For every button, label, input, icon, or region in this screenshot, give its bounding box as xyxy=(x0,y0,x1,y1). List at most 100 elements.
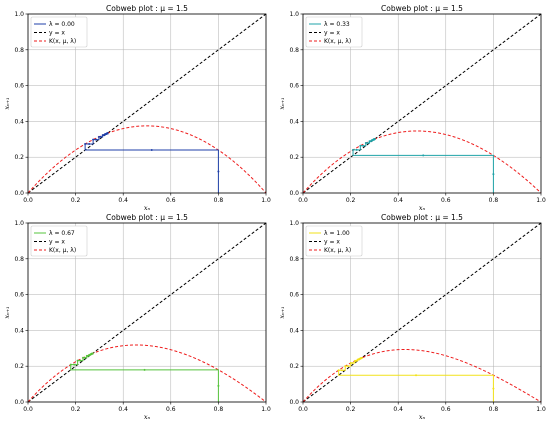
plot-title: Cobweb plot : μ = 1.5 xyxy=(106,213,188,222)
x-tick-label: 0.6 xyxy=(166,406,176,413)
x-tick-label: 0.8 xyxy=(214,406,224,413)
y-axis-label: xₙ₊₁ xyxy=(3,97,11,109)
cobweb-arrow-point xyxy=(92,138,95,141)
legend-label: λ = 1.00 xyxy=(324,230,350,237)
x-tick-label: 0.4 xyxy=(118,406,128,413)
cobweb-arrow-point xyxy=(150,149,153,152)
legend-label: y = x xyxy=(49,239,65,246)
cobweb-arrow-point xyxy=(97,135,100,138)
x-tick-label: 0.2 xyxy=(71,197,81,204)
cobweb-arrow-point xyxy=(337,369,340,372)
plot-title: Cobweb plot : μ = 1.5 xyxy=(381,213,463,222)
x-tick-label: 0.4 xyxy=(393,197,403,204)
x-tick-label: 0.6 xyxy=(166,197,176,204)
legend-label: λ = 0.33 xyxy=(324,21,350,28)
legend-label: K(x, μ, λ) xyxy=(324,38,351,45)
cobweb-arrow-point xyxy=(217,384,220,387)
x-tick-label: 0.6 xyxy=(441,197,451,204)
map-curve xyxy=(302,130,542,194)
cobweb-arrow-point xyxy=(95,138,98,141)
cobweb-arrow-point xyxy=(349,361,352,364)
legend-label: y = x xyxy=(324,239,340,246)
y-tick-label: 1.0 xyxy=(289,11,299,18)
legend-label: y = x xyxy=(49,30,65,37)
cobweb-arrow-point xyxy=(79,359,82,362)
cobweb-arrow-point xyxy=(422,154,425,157)
subplot-1: 0.00.0 0.2 0.2 0.4 0.4 0.6 0.6 0.8 0.8 1.0 1.0 Cobw… xyxy=(3,4,271,212)
x-tick-label: 0.4 xyxy=(118,197,128,204)
x-tick-label: 0.6 xyxy=(441,406,451,413)
x-axis-label: xₙ xyxy=(144,413,151,421)
y-tick-label: 0.0 xyxy=(289,399,299,406)
y-tick-label: 0.8 xyxy=(289,256,299,263)
plot-frame xyxy=(27,222,267,403)
x-axis-label: xₙ xyxy=(419,413,426,421)
y-tick-label: 0.2 xyxy=(289,154,299,161)
cobweb-arrow-point xyxy=(352,148,355,151)
cobweb-arrow-point xyxy=(69,363,72,366)
cobweb-arrow-point xyxy=(373,138,376,141)
map-curve xyxy=(302,348,542,403)
y-tick-label: 0.8 xyxy=(14,256,24,263)
legend-label: λ = 0.00 xyxy=(49,21,75,28)
x-axis-label: xₙ xyxy=(419,204,426,212)
cobweb-arrow-point xyxy=(76,359,79,362)
cobweb-arrow-point xyxy=(340,369,343,372)
plot-frame xyxy=(27,13,267,194)
cobweb-arrow-point xyxy=(91,352,94,355)
legend-label: K(x, μ, λ) xyxy=(49,247,76,254)
y-tick-label: 0.2 xyxy=(289,363,299,370)
legend-label: y = x xyxy=(324,30,340,37)
x-tick-label: 0.4 xyxy=(393,406,403,413)
x-tick-label: 0.2 xyxy=(346,406,356,413)
x-tick-label: 0.0 xyxy=(298,406,308,413)
y-tick-label: 0.4 xyxy=(289,118,299,125)
y-tick-label: 0.4 xyxy=(14,327,24,334)
plot-title: Cobweb plot : μ = 1.5 xyxy=(381,4,463,13)
cobweb-arrow-point xyxy=(492,387,495,390)
cobweb-arrow-point xyxy=(359,144,362,147)
cobweb-arrow-point xyxy=(351,361,354,364)
x-tick-label: 1.0 xyxy=(536,406,546,413)
cobweb-arrow-point xyxy=(84,143,87,146)
cobweb-arrow-point xyxy=(362,144,365,147)
cobweb-arrow-point xyxy=(347,365,350,368)
x-tick-label: 0.0 xyxy=(23,197,33,204)
y-tick-label: 0.2 xyxy=(14,363,24,370)
x-tick-label: 1.0 xyxy=(261,197,271,204)
cobweb-arrow-point xyxy=(143,368,146,371)
y-tick-label: 1.0 xyxy=(14,11,24,18)
cobweb-arrow-point xyxy=(355,148,358,151)
x-tick-label: 0.8 xyxy=(489,406,499,413)
cobweb-arrow-point xyxy=(73,363,76,366)
subplot-2: 0.00.0 0.2 0.2 0.4 0.4 0.6 0.6 0.8 0.8 1.0 1.0 Cobw… xyxy=(278,4,546,212)
y-tick-label: 1.0 xyxy=(289,220,299,227)
y-tick-label: 1.0 xyxy=(14,220,24,227)
y-tick-label: 0.0 xyxy=(14,399,24,406)
cobweb-arrow-point xyxy=(366,141,369,144)
map-curve xyxy=(27,344,267,403)
cobweb-arrow-point xyxy=(217,170,220,173)
plot-frame xyxy=(302,13,542,194)
y-tick-label: 0.0 xyxy=(289,190,299,197)
cobweb-arrow-point xyxy=(344,365,347,368)
y-tick-label: 0.8 xyxy=(289,47,299,54)
cobweb-arrow-point xyxy=(99,135,102,138)
legend-label: K(x, μ, λ) xyxy=(324,247,351,254)
cobweb-arrow-point xyxy=(355,359,358,362)
legend-label: K(x, μ, λ) xyxy=(49,38,76,45)
y-tick-label: 0.2 xyxy=(14,154,24,161)
cobweb-arrow-point xyxy=(492,173,495,176)
y-tick-label: 0.6 xyxy=(14,292,24,299)
x-tick-label: 0.0 xyxy=(298,197,308,204)
y-tick-label: 0.4 xyxy=(289,327,299,334)
cobweb-arrow-point xyxy=(82,356,85,359)
plot-title: Cobweb plot : μ = 1.5 xyxy=(106,4,188,13)
y-tick-label: 0.6 xyxy=(14,83,24,90)
cobweb-arrow-point xyxy=(364,141,367,144)
x-tick-label: 0.0 xyxy=(23,406,33,413)
subplot-3: 0.00.0 0.2 0.2 0.4 0.4 0.6 0.6 0.8 0.8 1.0 1.0 Cobw… xyxy=(3,213,271,421)
cobweb-arrow-point xyxy=(415,374,418,377)
x-tick-label: 1.0 xyxy=(261,406,271,413)
